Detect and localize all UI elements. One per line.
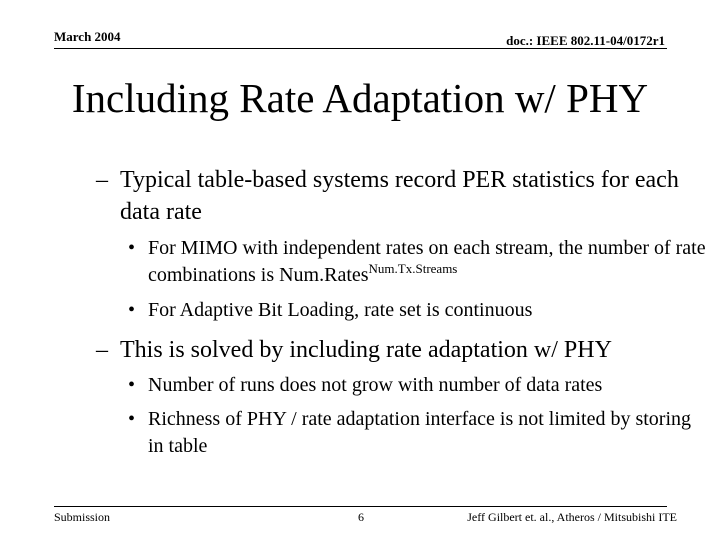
subpoint-1-2-text: For Adaptive Bit Loading, rate set is co…: [148, 299, 533, 321]
footer-divider: [54, 506, 667, 507]
footer-submission: Submission: [54, 510, 111, 524]
bullet-dot: •: [128, 408, 136, 430]
subpoint-2-2-text: Richness of PHY / rate adaptation interf…: [148, 408, 692, 457]
slide-title: Including Rate Adaptation w/ PHY: [71, 75, 649, 121]
point-2-text: This is solved by including rate adaptat…: [120, 337, 612, 363]
subpoint-1-1-main: For MIMO with independent rates on each …: [148, 237, 706, 286]
subpoint-2-1: • Number of runs does not grow with numb…: [128, 372, 708, 399]
subpoint-1-1-exponent: Num.Tx.Streams: [368, 261, 458, 276]
point-2: – This is solved by including rate adapt…: [96, 334, 696, 366]
point-1-text: Typical table-based systems record PER s…: [120, 167, 679, 225]
header-date: March 2004: [54, 29, 121, 44]
dash-bullet: –: [96, 337, 108, 363]
bullet-dot: •: [128, 299, 136, 321]
footer-authors: Jeff Gilbert et. al., Atheros / Mitsubis…: [467, 510, 677, 524]
subpoint-2-2: • Richness of PHY / rate adaptation inte…: [128, 406, 708, 460]
point-1: – Typical table-based systems record PER…: [96, 164, 696, 228]
subpoint-1-2: • For Adaptive Bit Loading, rate set is …: [128, 297, 708, 324]
subpoint-1-1: • For MIMO with independent rates on eac…: [128, 235, 708, 289]
dash-bullet: –: [96, 167, 108, 193]
subpoint-1-1-text: For MIMO with independent rates on each …: [148, 235, 708, 289]
header-divider: [54, 48, 667, 49]
bullet-dot: •: [128, 374, 136, 396]
header-doc-id: doc.: IEEE 802.11-04/0172r1: [506, 33, 665, 48]
subpoint-2-1-text: Number of runs does not grow with number…: [148, 374, 603, 396]
bullet-dot: •: [128, 237, 136, 259]
footer-page-number: 6: [358, 510, 364, 524]
